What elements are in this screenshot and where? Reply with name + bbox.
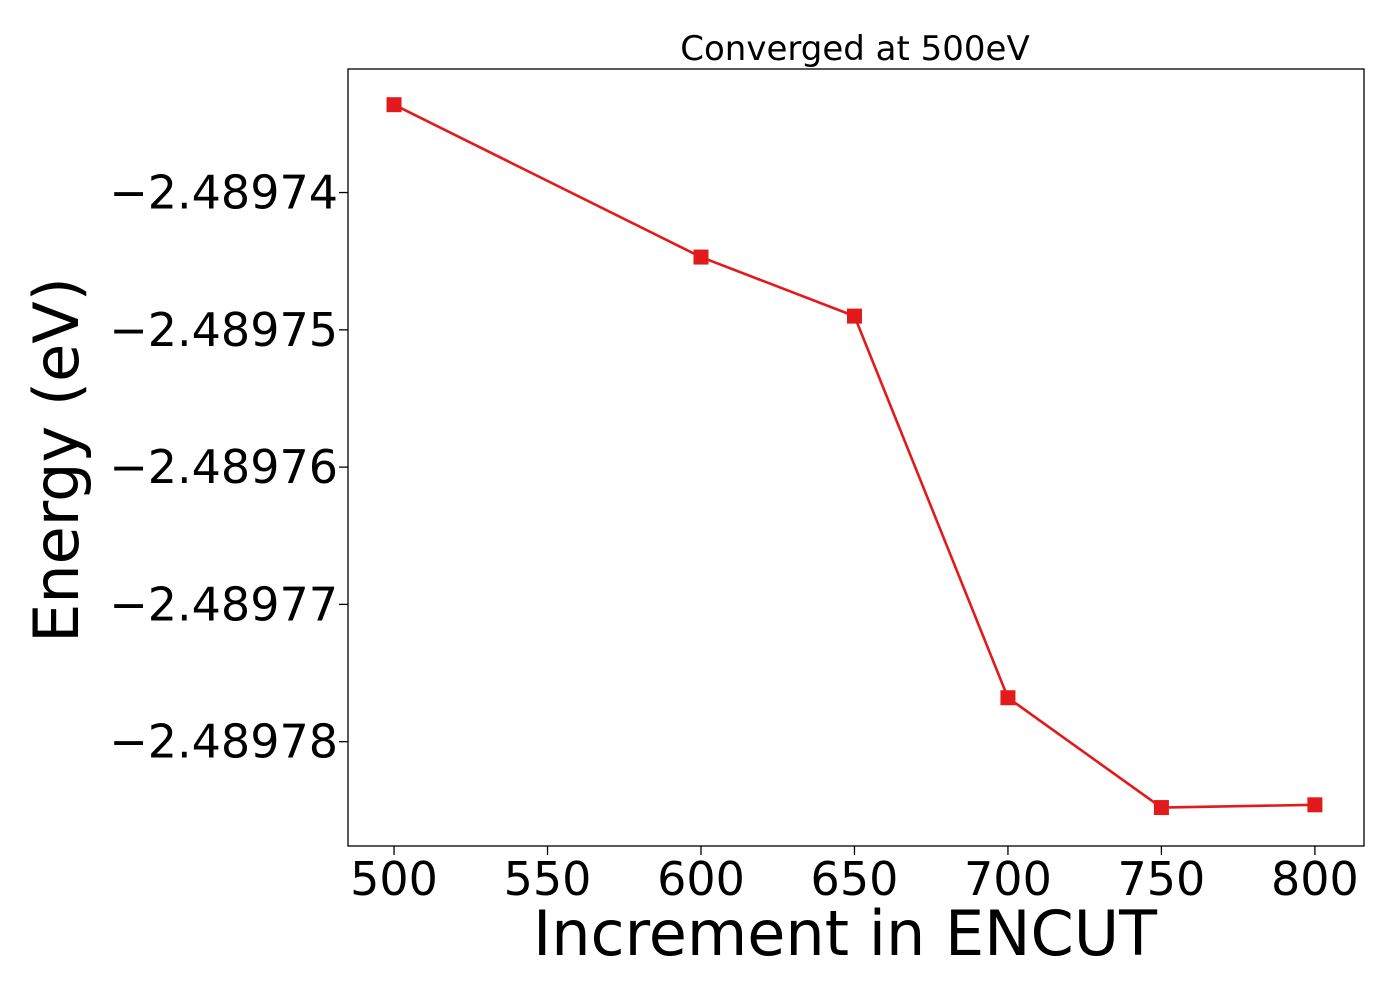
data-point-marker xyxy=(386,97,402,113)
data-point-marker xyxy=(1000,690,1016,706)
y-tick-label: −2.48974 xyxy=(109,166,338,220)
data-point-marker xyxy=(1153,800,1169,816)
x-tick-label: 600 xyxy=(657,852,745,906)
x-tick-label: 700 xyxy=(964,852,1052,906)
y-axis-ticks: −2.48974 −2.48975 −2.48976 −2.48977 −2.48978 xyxy=(109,166,348,769)
x-axis-title: Increment in ENCUT xyxy=(533,897,1158,970)
x-tick-label: 750 xyxy=(1118,852,1206,906)
y-tick-label: −2.48976 xyxy=(109,440,338,494)
chart-title: Converged at 500eV xyxy=(680,29,1029,69)
data-point-marker xyxy=(1307,797,1323,813)
y-tick-label: −2.48975 xyxy=(109,303,338,357)
series-layer xyxy=(386,97,1323,816)
y-axis-title: Energy (eV) xyxy=(20,277,93,643)
x-axis-ticks: 500 550 600 650 700 750 800 xyxy=(350,846,1359,906)
y-tick-label: −2.48978 xyxy=(109,715,338,769)
x-tick-label: 550 xyxy=(504,852,592,906)
x-tick-label: 500 xyxy=(350,852,438,906)
x-tick-label: 800 xyxy=(1271,852,1359,906)
x-tick-label: 650 xyxy=(811,852,899,906)
plot-area-frame xyxy=(347,68,1365,847)
series-line xyxy=(393,103,1315,809)
y-tick-label: −2.48977 xyxy=(109,577,338,631)
data-point-marker xyxy=(846,308,862,324)
data-point-marker xyxy=(693,249,709,265)
